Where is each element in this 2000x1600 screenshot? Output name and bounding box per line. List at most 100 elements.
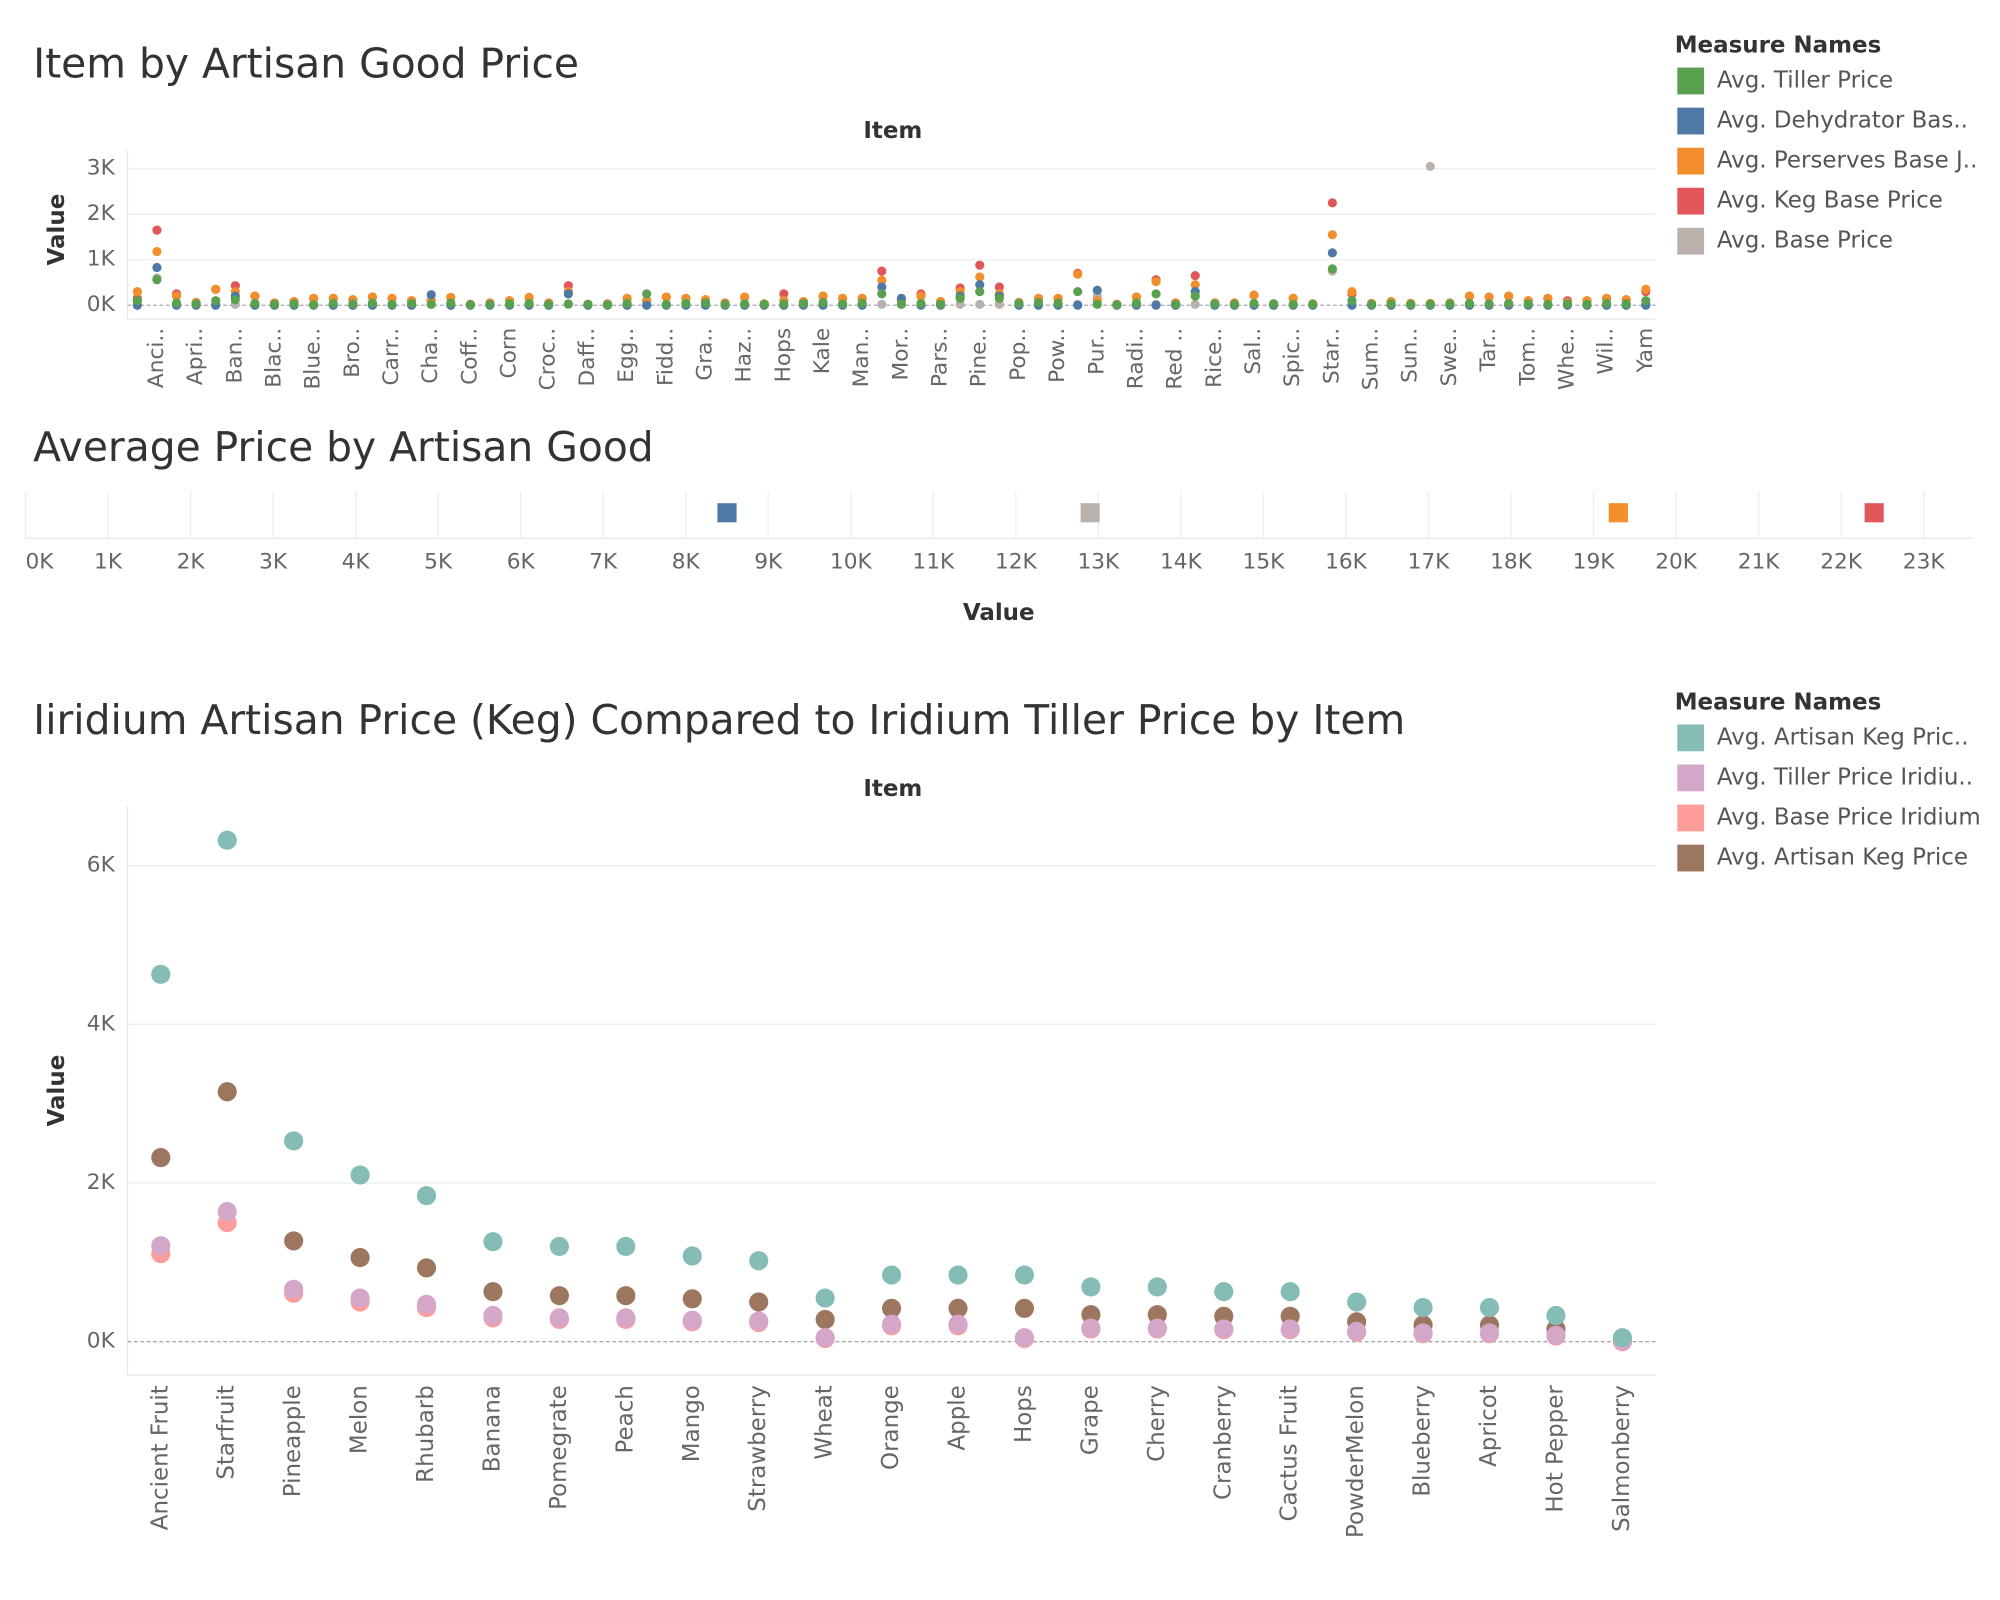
dot bbox=[152, 262, 162, 273]
dot bbox=[948, 1265, 968, 1285]
dot bbox=[642, 289, 652, 299]
legend-label: Avg. Dehydrator Bas.. bbox=[1717, 108, 1968, 134]
x-tick-label: Sal.. bbox=[1241, 328, 1266, 375]
x-tick-label: Swe.. bbox=[1437, 328, 1462, 387]
y-tick-label: 1K bbox=[87, 247, 116, 272]
dot bbox=[994, 282, 1004, 292]
dot bbox=[1073, 286, 1083, 297]
dot bbox=[563, 299, 573, 309]
dot bbox=[1190, 299, 1200, 309]
x-tick-label: Pars.. bbox=[928, 328, 953, 387]
y-tick-label: 3K bbox=[87, 156, 116, 181]
dot bbox=[1190, 291, 1200, 301]
x-tick-label: Egg.. bbox=[614, 328, 639, 383]
chart-title: Item by Artisan Good Price bbox=[33, 39, 579, 87]
dot bbox=[367, 298, 378, 308]
x-tick-label: Blue.. bbox=[301, 328, 326, 390]
x-tick-label: Cherry bbox=[1144, 1385, 1170, 1462]
x-tick-label: Orange bbox=[878, 1385, 904, 1470]
dot bbox=[1151, 276, 1161, 287]
legend-swatch bbox=[1677, 187, 1705, 215]
x-tick-label: Pomegrate bbox=[546, 1385, 572, 1510]
dot bbox=[877, 275, 887, 285]
x-tick-label: 9K bbox=[754, 549, 783, 574]
legend-swatch bbox=[1677, 227, 1705, 255]
dot bbox=[151, 1148, 171, 1168]
dot bbox=[1147, 1305, 1167, 1325]
x-tick-label: 1K bbox=[94, 549, 123, 574]
x-tick-label: Ban.. bbox=[222, 328, 247, 384]
dot bbox=[1523, 299, 1533, 309]
square-mark bbox=[1864, 503, 1884, 523]
dot bbox=[1269, 299, 1279, 309]
x-tick-label: Cha.. bbox=[418, 328, 443, 384]
x-tick-label: Croc.. bbox=[536, 328, 561, 391]
x-tick-label: Daff.. bbox=[575, 328, 600, 387]
dot bbox=[1582, 299, 1592, 309]
dot bbox=[1308, 299, 1318, 309]
x-tick-label: Hot Pepper bbox=[1542, 1385, 1568, 1513]
x-tick-label: Salmonberry bbox=[1609, 1385, 1635, 1532]
dot bbox=[818, 297, 828, 308]
dot bbox=[1562, 299, 1573, 309]
dot bbox=[1366, 299, 1377, 309]
x-tick-label: Apple bbox=[945, 1385, 971, 1450]
dot bbox=[350, 1248, 370, 1268]
x-tick-label: Apri.. bbox=[183, 328, 208, 385]
dot bbox=[563, 289, 573, 299]
dot bbox=[815, 1288, 835, 1308]
x-tick-label: 23K bbox=[1903, 549, 1946, 574]
x-tick-label: Red .. bbox=[1163, 328, 1188, 390]
dot bbox=[877, 282, 887, 292]
x-tick-label: Rice.. bbox=[1202, 328, 1227, 388]
dot bbox=[661, 299, 671, 309]
dot bbox=[483, 1305, 503, 1326]
dot bbox=[1347, 1292, 1367, 1312]
y-tick-label: 0K bbox=[87, 1329, 116, 1354]
x-header: Item bbox=[863, 776, 922, 802]
dot bbox=[1621, 299, 1631, 309]
dot bbox=[616, 1236, 636, 1257]
dot bbox=[759, 299, 769, 309]
x-tick-label: 7K bbox=[589, 549, 618, 574]
x-tick-label: Cranberry bbox=[1210, 1385, 1236, 1500]
dot bbox=[1464, 298, 1475, 308]
dot bbox=[171, 291, 182, 301]
dot bbox=[1210, 299, 1220, 309]
dot bbox=[504, 299, 515, 309]
dot bbox=[549, 1308, 569, 1328]
dot bbox=[446, 298, 456, 308]
dot bbox=[416, 1258, 437, 1278]
x-tick-label: Strawberry bbox=[745, 1385, 771, 1512]
dot bbox=[616, 1308, 636, 1328]
dot bbox=[955, 293, 965, 303]
x-tick-label: Mor.. bbox=[888, 328, 913, 381]
dot bbox=[1081, 1305, 1101, 1325]
dot bbox=[1546, 1305, 1566, 1326]
x-tick-label: Pine.. bbox=[967, 328, 992, 387]
dot bbox=[642, 300, 652, 310]
dot bbox=[616, 1286, 636, 1306]
legend-label: Avg. Base Price bbox=[1717, 228, 1893, 254]
dot bbox=[1406, 299, 1416, 309]
dot bbox=[309, 293, 319, 303]
dot bbox=[815, 1328, 835, 1348]
dot bbox=[916, 291, 926, 301]
x-tick-label: 2K bbox=[177, 549, 206, 574]
x-axis-label: Value bbox=[963, 600, 1035, 626]
dot bbox=[1190, 271, 1200, 281]
dot bbox=[289, 299, 299, 309]
dot bbox=[1641, 296, 1651, 306]
dot bbox=[1327, 198, 1337, 208]
dot bbox=[348, 299, 358, 309]
legend-swatch bbox=[1677, 724, 1705, 752]
x-tick-label: 16K bbox=[1325, 549, 1368, 574]
dot bbox=[1425, 161, 1435, 172]
y-tick-label: 0K bbox=[87, 292, 116, 317]
dot bbox=[877, 266, 887, 276]
dot bbox=[152, 246, 162, 257]
dot bbox=[1112, 300, 1122, 310]
x-header: Item bbox=[863, 118, 922, 144]
dot bbox=[1347, 296, 1357, 306]
dot bbox=[1151, 289, 1161, 299]
